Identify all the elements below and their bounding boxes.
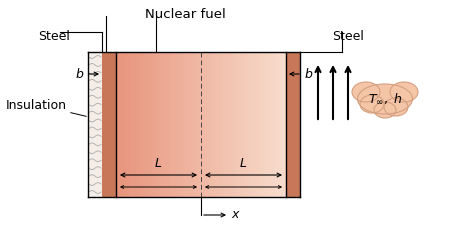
- Bar: [159, 52, 161, 197]
- Bar: [224, 52, 227, 197]
- Bar: [102, 52, 116, 197]
- Bar: [241, 52, 243, 197]
- Bar: [252, 52, 255, 197]
- Text: $L$: $L$: [154, 157, 162, 170]
- Bar: [150, 52, 153, 197]
- Bar: [147, 52, 150, 197]
- Bar: [144, 52, 147, 197]
- Ellipse shape: [390, 82, 418, 102]
- Bar: [258, 52, 261, 197]
- Bar: [278, 52, 280, 197]
- Bar: [119, 52, 122, 197]
- Bar: [269, 52, 272, 197]
- Bar: [88, 52, 102, 197]
- Bar: [195, 52, 198, 197]
- Bar: [184, 52, 187, 197]
- Text: $T_{\infty},\ h$: $T_{\infty},\ h$: [367, 92, 402, 106]
- Text: $b$: $b$: [304, 67, 314, 81]
- Bar: [130, 52, 133, 197]
- Bar: [170, 52, 173, 197]
- Bar: [229, 52, 232, 197]
- Bar: [153, 52, 156, 197]
- Text: Steel: Steel: [332, 30, 364, 43]
- Bar: [116, 52, 119, 197]
- Bar: [124, 52, 127, 197]
- Bar: [173, 52, 176, 197]
- Bar: [198, 52, 201, 197]
- Bar: [207, 52, 210, 197]
- Bar: [192, 52, 195, 197]
- Bar: [243, 52, 246, 197]
- Bar: [215, 52, 218, 197]
- Ellipse shape: [374, 102, 396, 118]
- Bar: [127, 52, 130, 197]
- Text: Insulation: Insulation: [6, 99, 67, 111]
- Bar: [235, 52, 238, 197]
- Bar: [221, 52, 224, 197]
- Bar: [266, 52, 269, 197]
- Bar: [122, 52, 124, 197]
- Bar: [187, 52, 190, 197]
- Bar: [227, 52, 229, 197]
- Bar: [156, 52, 159, 197]
- Bar: [204, 52, 207, 197]
- Bar: [133, 52, 136, 197]
- Text: Nuclear fuel: Nuclear fuel: [145, 8, 226, 21]
- Bar: [136, 52, 139, 197]
- Bar: [246, 52, 249, 197]
- Ellipse shape: [352, 82, 380, 102]
- Bar: [176, 52, 178, 197]
- Bar: [275, 52, 278, 197]
- Bar: [178, 52, 181, 197]
- Bar: [283, 52, 286, 197]
- Bar: [212, 52, 215, 197]
- Bar: [249, 52, 252, 197]
- Bar: [280, 52, 283, 197]
- Bar: [181, 52, 184, 197]
- Bar: [190, 52, 192, 197]
- Bar: [218, 52, 221, 197]
- Bar: [272, 52, 275, 197]
- Bar: [167, 52, 170, 197]
- Text: Steel: Steel: [38, 30, 70, 43]
- Text: $L$: $L$: [240, 157, 248, 170]
- Bar: [161, 52, 164, 197]
- Bar: [164, 52, 167, 197]
- Ellipse shape: [384, 98, 408, 116]
- Text: $x$: $x$: [231, 209, 241, 222]
- Bar: [263, 52, 266, 197]
- Bar: [141, 52, 144, 197]
- Ellipse shape: [358, 84, 412, 114]
- Bar: [201, 52, 204, 197]
- Ellipse shape: [360, 95, 384, 113]
- Bar: [286, 52, 300, 197]
- Bar: [261, 52, 263, 197]
- Bar: [238, 52, 241, 197]
- Bar: [139, 52, 141, 197]
- Bar: [255, 52, 258, 197]
- Bar: [210, 52, 212, 197]
- Bar: [232, 52, 235, 197]
- Text: $b$: $b$: [75, 67, 84, 81]
